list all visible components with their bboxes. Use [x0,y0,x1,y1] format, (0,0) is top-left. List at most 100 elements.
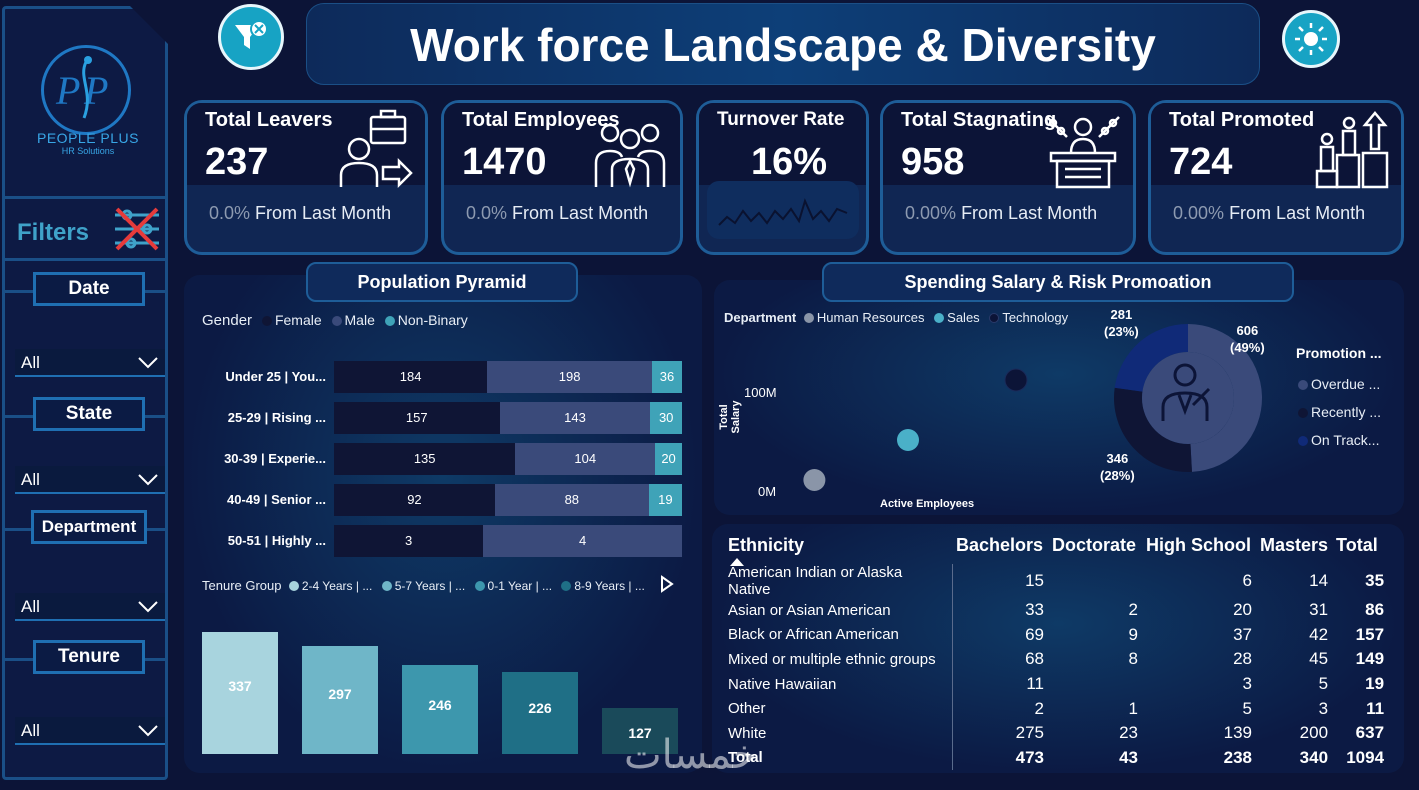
legend-male: Male [344,312,375,328]
donut-slice[interactable] [1114,324,1188,392]
tenure-bar[interactable]: 337 [202,632,278,754]
tenure-bar[interactable]: 297 [302,646,378,754]
pyramid-row-label: Under 25 | You... [225,369,326,384]
tenure-dropdown-value: All [21,721,40,740]
legend-human-resources: Human Resources [816,310,925,325]
table-row[interactable]: Native Hawaiian 11 3 5 19 [724,671,1388,697]
value-cell: 1 [1128,698,1138,718]
x-axis-label: Active Employees [880,498,975,510]
total-cell: 1094 [1346,747,1385,767]
table-row[interactable]: Black or African American 69 9 37 42 157 [724,622,1388,648]
legend-non-binary: Non-Binary [397,312,468,328]
kpi-value: 724 [1169,141,1233,183]
department-dropdown[interactable]: All [15,593,165,621]
kpi-change: 0.00% From Last Month [905,203,1098,223]
stagnating-icon [1046,116,1120,189]
clear-filters-icon[interactable] [113,205,161,258]
pyramid-bar-non-binary[interactable]: 36 [652,361,682,393]
pyramid-bar-female[interactable]: 3 [334,525,484,557]
ethnicity-cell: American Indian or Alaska Native [728,564,903,598]
pyramid-bar-male[interactable]: 198 [487,361,652,393]
scatter-point-sales[interactable] [897,429,919,451]
value-cell: 23 [1119,723,1138,743]
table-row[interactable]: Other 2 1 5 3 11 [724,696,1388,721]
col-doctorate[interactable]: Doctorate [1052,534,1137,555]
value-cell: 6 [1242,571,1252,590]
pyramid-row-label: 25-29 | Rising ... [227,410,326,425]
y-tick-0m: 0M [758,484,777,499]
table-row[interactable]: American Indian or Alaska Native 15 6 14 35 [724,564,1388,598]
value-cell: 69 [951,622,1048,648]
col-high-school[interactable]: High School [1146,534,1251,555]
chevron-down-icon [138,357,158,369]
team-icon [594,123,666,188]
col-masters[interactable]: Masters [1260,534,1329,555]
state-dropdown[interactable]: All [15,466,165,494]
value-cell: 31 [1309,600,1329,620]
pyramid-row-label: 30-39 | Experie... [224,451,326,466]
tenure-bar[interactable]: 127 [602,708,678,754]
pyramid-bar-non-binary[interactable]: 19 [648,484,682,516]
pyramid-bar-female[interactable]: 157 [334,402,500,434]
filters-label: Filters [17,219,90,246]
legend-next-arrow[interactable] [660,575,674,598]
pyramid-row: 50-51 | Highly ... 3 4 [0,525,682,557]
value-cell: 20 [1233,600,1252,620]
value-cell: 2 [951,696,1048,721]
pyramid-bar-non-binary[interactable]: 30 [650,402,682,434]
pyramid-bar-female[interactable]: 184 [334,361,488,393]
value-cell: 45 [1309,649,1329,669]
y-tick-100m: 100M [744,385,777,400]
kpi-label: Total Stagnating [901,109,1057,131]
state-filter-label: State [33,397,145,431]
tenure-dropdown[interactable]: All [15,717,165,745]
tenure-bar[interactable]: 246 [402,664,478,754]
col-ethnicity[interactable]: Ethnicity [724,526,952,566]
legend-tenure-4: 8-9 Years | ... [574,579,645,593]
legend-tenure-1: 2-4 Years | ... [301,579,373,593]
pyramid-bar-non-binary[interactable]: 20 [655,443,682,475]
promotion-legend-title: Promotion ... [1296,345,1382,361]
table-row[interactable]: Mixed or multiple ethnic groups 68 8 28 45 14… [724,647,1388,672]
col-total[interactable]: Total [1336,534,1378,555]
table-row[interactable]: Asian or Asian American 33 2 20 31 86 [724,598,1388,623]
legend-recently: Recently ... [1311,404,1382,420]
department-legend-title: Department [724,310,797,325]
scatter-point-technology[interactable] [1004,368,1028,392]
clear-filter-button[interactable] [218,4,284,70]
value-cell: 3 [1242,674,1252,694]
state-dropdown-value: All [21,470,40,489]
filter-clear-icon [235,20,268,49]
tenure-bar[interactable]: 226 [502,672,578,754]
divider [5,258,168,261]
pyramid-bar-male[interactable]: 143 [499,402,651,434]
pyramid-bar-female[interactable]: 92 [334,484,495,516]
pyramid-bar-male[interactable]: 88 [494,484,649,516]
donut-slice[interactable] [1188,324,1263,472]
table-row[interactable]: White 275 23 139 200 637 [724,720,1388,746]
table-total-row: Total 473 43 238 340 1094 [724,745,1388,771]
legend-on-track: On Track... [1311,432,1380,448]
scatter-point-human-resources[interactable] [803,469,826,491]
legend-tenure-3: 0-1 Year | ... [487,579,553,593]
pyramid-row-label: 50-51 | Highly ... [227,533,326,548]
spending-panel [714,280,1404,515]
pyramid-bar-male[interactable]: 104 [515,443,656,475]
pyramid-bar-male[interactable]: 4 [483,525,682,557]
pyramid-bar-female[interactable]: 135 [334,443,516,475]
donut-slice[interactable] [1114,387,1192,472]
legend-tenure-2: 5-7 Years | ... [394,579,466,593]
ethnicity-cell: Other [728,700,766,718]
value-cell: 14 [1309,571,1329,590]
col-bachelors[interactable]: Bachelors [956,534,1044,555]
theme-toggle-button[interactable] [1282,10,1340,68]
gender-legend-title: Gender [202,312,253,329]
date-dropdown[interactable]: All [15,349,165,377]
title-bar: Work force Landscape & Diversity [306,3,1260,85]
department-legend: Department Human Resources Sales Technol… [724,310,1068,325]
value-cell: 3 [1318,698,1329,718]
pyramid-row: Under 25 | You... 184 198 36 [0,361,682,393]
chevron-down-icon [138,725,158,737]
legend-technology: Technology [1002,310,1069,325]
table-header-row: Ethnicity Bachelors Doctorate High Schoo… [724,526,1388,566]
